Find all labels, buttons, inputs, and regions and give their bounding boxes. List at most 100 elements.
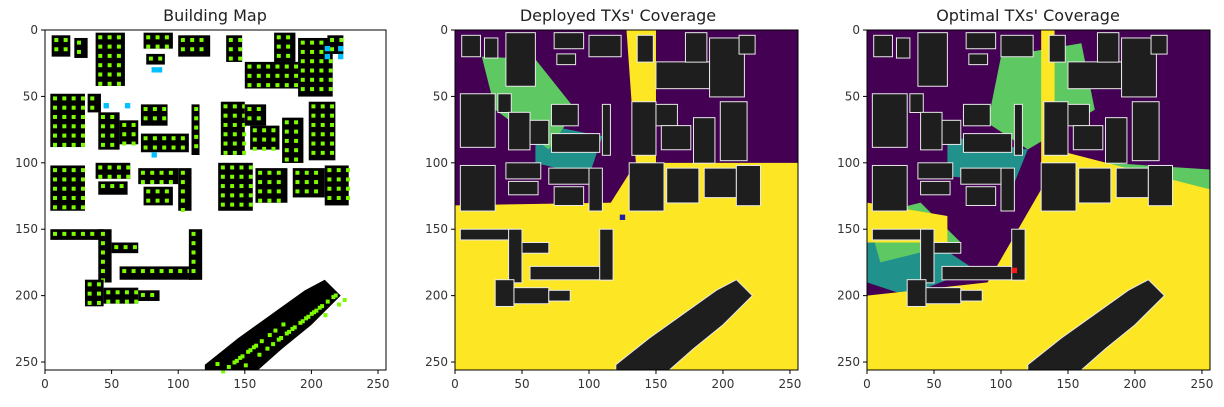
candidate-point [80, 96, 85, 101]
candidate-point [143, 107, 148, 112]
candidate-point [159, 269, 164, 274]
building [98, 112, 120, 150]
candidate-point [252, 146, 257, 151]
candidate-point [80, 186, 85, 191]
candidate-point [328, 77, 333, 82]
candidate-point [238, 56, 243, 61]
candidate-point [159, 180, 164, 185]
y-tick-label: 100 [15, 156, 38, 170]
candidate-point [314, 170, 319, 175]
candidate-point [54, 47, 59, 52]
candidate-point [194, 134, 199, 139]
candidate-point [164, 44, 169, 49]
candidate-point [238, 37, 243, 42]
panel-deployed-coverage: Deployed TXs' Coverage 0 50 100 150 200 250 0 5… [408, 0, 808, 407]
candidate-point [71, 115, 76, 119]
panel-title: Deployed TXs' Coverage [519, 6, 717, 25]
candidate-point [276, 170, 281, 175]
candidate-point [52, 177, 57, 182]
candidate-point [234, 358, 239, 363]
candidate-point [107, 72, 112, 77]
y-tick-label: 200 [837, 289, 860, 303]
candidate-point [287, 329, 292, 334]
candidate-point [246, 349, 251, 354]
candidate-point [194, 107, 199, 112]
candidate-point [336, 177, 341, 182]
building [933, 242, 962, 254]
building [1147, 164, 1173, 207]
candidate-point [325, 299, 330, 304]
x-tick-label: 250 [367, 377, 390, 391]
y-tick-label: 200 [15, 289, 38, 303]
candidate-point [180, 145, 185, 150]
candidate-point [178, 269, 183, 274]
candidate-point [284, 331, 289, 336]
candidate-point [146, 35, 151, 40]
candidate-point [238, 355, 243, 360]
candidate-point [116, 81, 121, 86]
building [920, 111, 943, 151]
candidate-point [152, 136, 157, 141]
building [1072, 125, 1104, 151]
candidate-point [223, 141, 228, 146]
candidate-point [146, 44, 151, 49]
candidate-point [266, 64, 271, 69]
candidate-point [317, 305, 322, 310]
candidate-point [300, 49, 305, 54]
candidate-point [191, 269, 196, 274]
building [655, 61, 711, 90]
y-tick-label: 50 [433, 89, 448, 103]
building [871, 164, 908, 212]
candidate-point [300, 40, 305, 45]
candidate-point [304, 189, 309, 194]
candidate-point [242, 113, 247, 118]
candidate-point [90, 105, 95, 110]
candidate-point [284, 129, 289, 134]
plot-area [455, 30, 798, 371]
candidate-point [295, 170, 300, 175]
building [960, 167, 1002, 185]
building [965, 186, 997, 206]
candidate-point [180, 136, 185, 141]
candidate-point [180, 37, 185, 42]
candidate-point [168, 170, 173, 175]
candidate-point [140, 269, 145, 274]
candidate-point [256, 83, 261, 88]
candidate-point [152, 107, 157, 112]
y-tick-label: 250 [425, 355, 448, 369]
candidate-point [276, 53, 281, 58]
candidate-point [152, 145, 157, 150]
candidate-point [62, 168, 67, 173]
candidate-point [194, 144, 199, 149]
candidate-point [100, 115, 105, 119]
candidate-point [228, 47, 233, 52]
building [703, 167, 737, 199]
candidate-point [62, 124, 67, 129]
deployed-tx-marker [103, 103, 109, 109]
candidate-point [131, 132, 136, 137]
candidate-point [62, 205, 67, 210]
building [636, 34, 654, 63]
candidate-point [150, 292, 155, 297]
candidate-point [248, 174, 253, 179]
candidate-point [220, 174, 225, 179]
candidate-point [106, 299, 111, 304]
candidate-point [294, 73, 299, 78]
candidate-point [164, 189, 169, 194]
candidate-point [304, 180, 309, 185]
candidate-point [276, 198, 281, 203]
candidate-point [320, 113, 325, 118]
candidate-point [300, 59, 305, 64]
candidate-point [194, 125, 199, 130]
plot-area [45, 30, 386, 374]
coverage-max [867, 30, 1210, 370]
building [871, 93, 908, 148]
candidate-point [96, 282, 101, 287]
candidate-point [239, 174, 244, 179]
building [1013, 103, 1023, 156]
candidate-point [267, 333, 272, 338]
candidate-point [330, 150, 335, 155]
building [497, 93, 512, 114]
candidate-point [122, 132, 127, 137]
